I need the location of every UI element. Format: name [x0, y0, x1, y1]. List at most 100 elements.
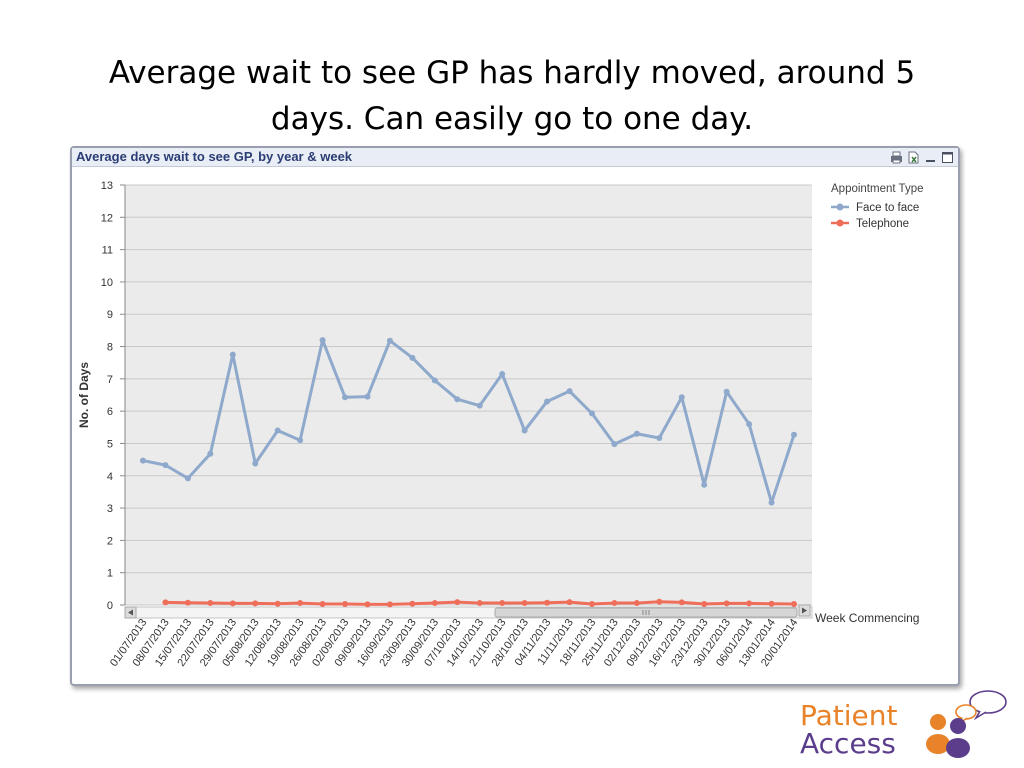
data-point — [140, 457, 146, 464]
slide-title-line-2: days. Can easily go to one day. — [270, 101, 754, 137]
chart-window: 0 1 2 3 4 5 6 7 8 9 10 11 12 13 No. of Days 01/07/2013 0… — [70, 146, 960, 686]
data-point — [274, 427, 281, 434]
chart-caption-bar: Average days wait to see GP, by year & w… — [72, 148, 958, 167]
data-point — [656, 598, 663, 605]
y-tick-label: 5 — [107, 438, 113, 450]
data-point — [588, 410, 595, 417]
data-point — [588, 601, 595, 608]
data-point — [431, 377, 438, 384]
data-point — [162, 599, 169, 606]
x-axis-title: Week Commencing — [815, 611, 919, 625]
data-point — [207, 600, 214, 607]
data-point — [454, 396, 461, 403]
data-point — [297, 600, 304, 607]
print-icon[interactable] — [890, 151, 903, 164]
data-point — [633, 600, 640, 607]
slide-title: Average wait to see GP has hardly moved,… — [60, 50, 964, 142]
legend-swatch-marker — [836, 203, 844, 211]
data-point — [656, 434, 663, 441]
data-point — [678, 599, 685, 606]
y-tick-label: 6 — [107, 406, 113, 418]
y-tick-label: 0 — [107, 600, 113, 612]
patient-access-logo: Patient Access — [800, 688, 1010, 760]
data-point — [791, 601, 797, 608]
data-point — [319, 601, 326, 608]
chart-caption: Average days wait to see GP, by year & w… — [76, 149, 353, 164]
data-point — [566, 599, 573, 606]
data-point — [611, 600, 618, 607]
data-point — [297, 437, 304, 444]
data-point — [544, 599, 551, 606]
data-point — [791, 431, 797, 438]
slide-title-line-1: Average wait to see GP has hardly moved,… — [108, 55, 916, 91]
legend-swatch-marker — [836, 219, 844, 227]
y-tick-label: 12 — [101, 212, 113, 224]
y-tick-label: 11 — [102, 245, 113, 257]
data-point — [364, 393, 371, 400]
caption-icons — [890, 149, 954, 165]
data-point — [701, 601, 708, 608]
data-point — [342, 394, 349, 401]
y-axis-title: No. of Days — [77, 362, 91, 428]
legend-entry[interactable]: Face to face — [856, 202, 919, 214]
data-point — [342, 601, 349, 608]
data-point — [723, 600, 730, 607]
data-point — [454, 599, 461, 606]
data-point — [768, 600, 775, 607]
y-tick-label: 2 — [107, 535, 113, 547]
y-tick-label: 1 — [107, 568, 113, 580]
data-point — [252, 600, 259, 607]
chevron-right-icon — [802, 607, 807, 614]
y-tick-label: 10 — [101, 277, 113, 289]
legend-title: Appointment Type — [831, 183, 924, 195]
data-point — [431, 600, 438, 607]
data-point — [476, 600, 483, 607]
y-tick-label: 7 — [107, 374, 113, 386]
y-tick-label: 13 — [101, 180, 113, 192]
maximize-icon[interactable] — [941, 151, 954, 164]
legend-entry[interactable]: Telephone — [856, 218, 909, 230]
minimize-icon[interactable] — [924, 151, 937, 164]
data-point — [476, 402, 483, 409]
data-point — [499, 600, 506, 607]
data-point — [678, 394, 685, 401]
data-point — [611, 441, 618, 448]
data-point — [701, 481, 708, 488]
data-point — [768, 499, 775, 506]
series-line-1 — [142, 338, 796, 505]
y-tick-label: 8 — [107, 342, 113, 354]
data-point — [364, 601, 371, 608]
data-point — [274, 600, 281, 607]
data-point — [409, 600, 416, 607]
y-tick-label: 3 — [107, 503, 113, 515]
data-point — [544, 398, 551, 405]
excel-export-icon[interactable] — [907, 151, 920, 164]
data-point — [746, 421, 753, 428]
logo-word-access: Access — [800, 727, 896, 760]
data-point — [521, 600, 528, 607]
data-point — [566, 388, 573, 395]
logo-word-patient: Patient — [800, 699, 898, 732]
data-point — [319, 337, 326, 344]
data-point — [229, 600, 236, 607]
data-point — [184, 475, 191, 482]
data-point — [386, 337, 393, 344]
data-point — [252, 460, 259, 467]
y-tick-label: 9 — [107, 309, 113, 321]
data-point — [723, 388, 730, 395]
data-point — [229, 351, 236, 358]
data-point — [207, 450, 214, 457]
data-point — [746, 600, 753, 607]
data-point — [162, 462, 169, 469]
data-point — [521, 427, 528, 434]
plot-area — [125, 185, 812, 605]
chevron-left-icon — [128, 609, 133, 616]
data-point — [386, 601, 393, 608]
data-point — [499, 371, 506, 377]
data-point — [409, 354, 416, 361]
data-point — [633, 430, 640, 437]
y-tick-label: 4 — [107, 471, 113, 483]
people-speech-icon — [926, 690, 1007, 758]
data-point — [184, 599, 191, 606]
